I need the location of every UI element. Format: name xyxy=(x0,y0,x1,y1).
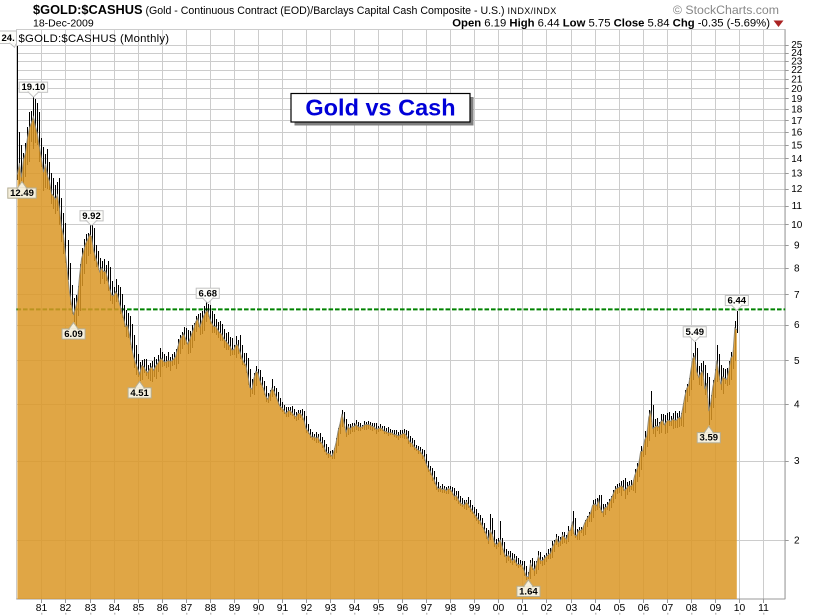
svg-text:04: 04 xyxy=(590,603,602,614)
svg-text:95: 95 xyxy=(373,603,385,614)
svg-text:4.51: 4.51 xyxy=(130,388,149,399)
svg-text:24: 24 xyxy=(791,48,803,59)
svg-text:89: 89 xyxy=(229,603,241,614)
svg-text:$GOLD:$CASHUS (Gold - Continuo: $GOLD:$CASHUS (Gold - Continuous Contrac… xyxy=(33,2,557,17)
svg-text:09: 09 xyxy=(710,603,722,614)
svg-text:2: 2 xyxy=(794,536,800,547)
svg-text:6.09: 6.09 xyxy=(64,329,83,340)
svg-text:21: 21 xyxy=(791,74,803,85)
svg-text:07: 07 xyxy=(662,603,674,614)
svg-text:11: 11 xyxy=(758,603,769,614)
svg-text:01: 01 xyxy=(517,603,529,614)
svg-text:92: 92 xyxy=(301,603,313,614)
svg-text:84: 84 xyxy=(109,603,121,614)
svg-text:6.68: 6.68 xyxy=(199,288,218,299)
svg-text:18: 18 xyxy=(791,105,803,116)
svg-text:18-Dec-2009: 18-Dec-2009 xyxy=(33,18,94,30)
svg-text:8: 8 xyxy=(794,264,800,275)
svg-text:19: 19 xyxy=(791,94,803,105)
svg-text:5: 5 xyxy=(794,356,800,367)
svg-text:06: 06 xyxy=(638,603,650,614)
svg-text:7: 7 xyxy=(794,290,800,301)
svg-text:93: 93 xyxy=(325,603,337,614)
svg-text:86: 86 xyxy=(157,603,169,614)
svg-text:3: 3 xyxy=(794,456,800,467)
svg-text:12: 12 xyxy=(791,184,803,195)
svg-text:19.10: 19.10 xyxy=(22,82,46,93)
svg-text:14: 14 xyxy=(791,154,803,165)
svg-text:6: 6 xyxy=(794,320,800,331)
svg-text:91: 91 xyxy=(277,603,289,614)
svg-text:90: 90 xyxy=(253,603,265,614)
svg-text:10: 10 xyxy=(791,220,803,231)
svg-text:11: 11 xyxy=(792,201,803,212)
svg-text:82: 82 xyxy=(60,603,72,614)
svg-text:88: 88 xyxy=(205,603,217,614)
svg-text:98: 98 xyxy=(445,603,457,614)
svg-text:10: 10 xyxy=(734,603,746,614)
svg-text:96: 96 xyxy=(397,603,409,614)
svg-text:22: 22 xyxy=(791,65,803,76)
svg-text:13: 13 xyxy=(791,168,803,179)
svg-text:4: 4 xyxy=(794,400,800,411)
svg-text:16: 16 xyxy=(791,128,803,139)
svg-text:83: 83 xyxy=(85,603,97,614)
svg-text:1.64: 1.64 xyxy=(519,586,538,597)
svg-text:94: 94 xyxy=(349,603,361,614)
svg-text:00: 00 xyxy=(493,603,505,614)
svg-text:85: 85 xyxy=(133,603,145,614)
svg-text:17: 17 xyxy=(791,116,803,127)
svg-text:9: 9 xyxy=(794,241,800,252)
svg-text:9.92: 9.92 xyxy=(82,211,101,222)
svg-text:5.49: 5.49 xyxy=(686,327,705,338)
svg-text:87: 87 xyxy=(181,603,193,614)
svg-text:12.49: 12.49 xyxy=(10,188,34,199)
svg-text:20: 20 xyxy=(791,84,803,95)
svg-text:25: 25 xyxy=(791,40,803,51)
svg-text:05: 05 xyxy=(614,603,626,614)
svg-text:81: 81 xyxy=(36,603,48,614)
svg-text:02: 02 xyxy=(541,603,553,614)
svg-text:3.59: 3.59 xyxy=(700,433,719,444)
svg-text:97: 97 xyxy=(421,603,433,614)
svg-text:6.44: 6.44 xyxy=(728,296,747,307)
svg-text:© StockCharts.com: © StockCharts.com xyxy=(673,3,779,17)
svg-text:99: 99 xyxy=(469,603,481,614)
svg-text:15: 15 xyxy=(791,140,803,151)
svg-text:23: 23 xyxy=(791,57,803,68)
svg-text:24.: 24. xyxy=(2,33,15,44)
svg-text:Open 6.19 High 6.44 Low 5.75 C: Open 6.19 High 6.44 Low 5.75 Close 5.84 … xyxy=(452,18,770,30)
svg-text:Gold vs Cash: Gold vs Cash xyxy=(305,95,455,121)
svg-text:03: 03 xyxy=(566,603,578,614)
svg-text:$GOLD:$CASHUS (Monthly): $GOLD:$CASHUS (Monthly) xyxy=(19,33,170,45)
svg-text:08: 08 xyxy=(686,603,698,614)
